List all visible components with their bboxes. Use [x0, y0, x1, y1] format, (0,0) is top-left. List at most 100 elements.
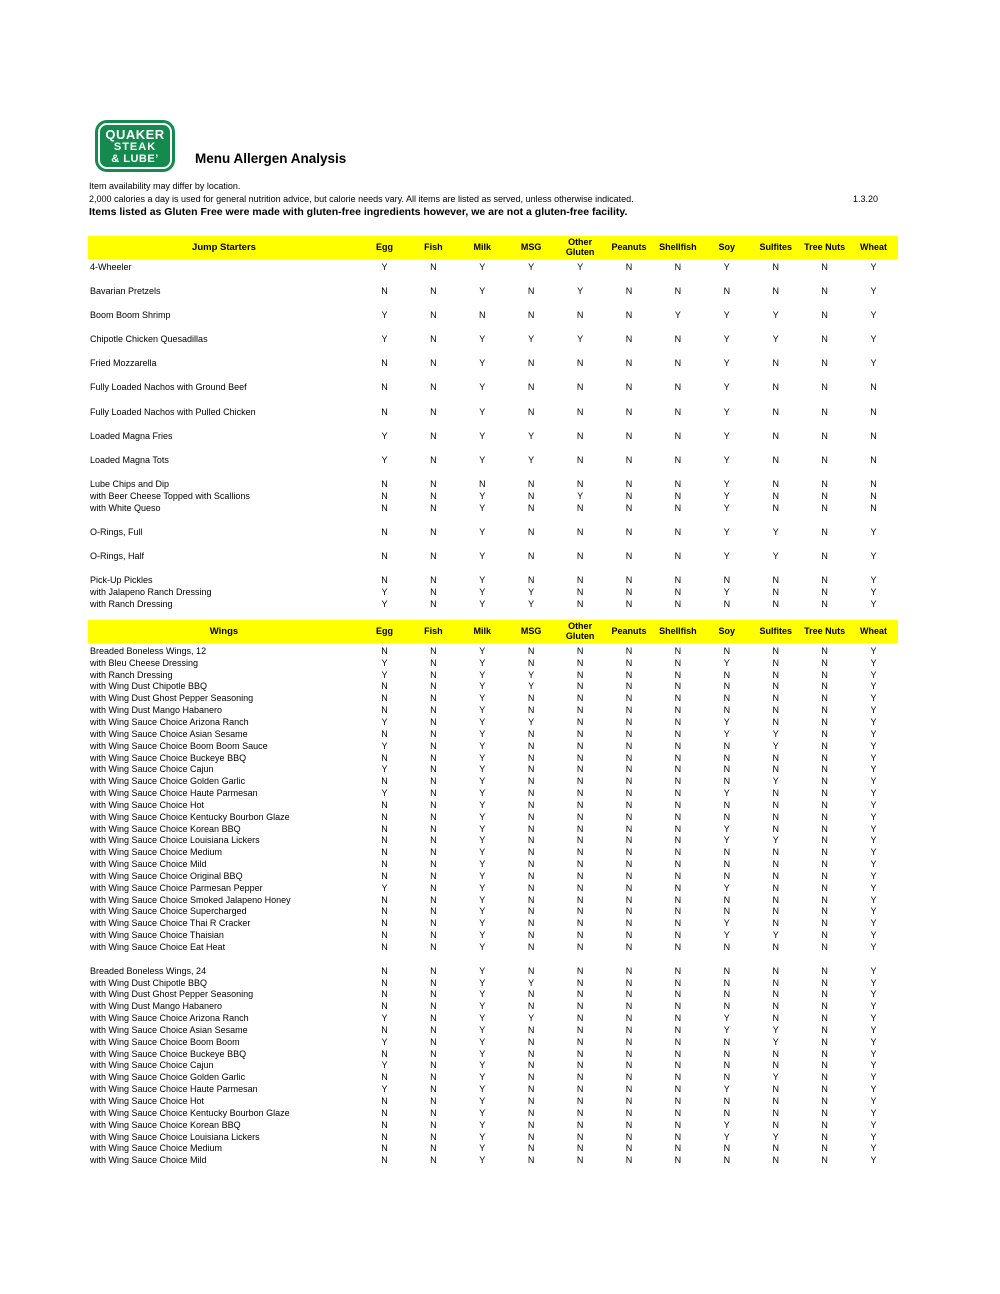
allergen-cell: N	[723, 1036, 731, 1047]
table-row: with Wing Sauce Choice Korean BBQ N N Y N N N N…	[88, 1119, 898, 1131]
allergen-cell: N	[430, 799, 437, 810]
allergen-cell: N	[527, 478, 535, 489]
allergen-cell: N	[821, 906, 828, 917]
allergen-cell: N	[772, 681, 779, 692]
table-row: with Wing Sauce Choice Thaisian N N Y N N N N Y Y…	[88, 929, 898, 941]
allergen-cell: N	[821, 965, 828, 976]
allergen-cell: N	[527, 1048, 535, 1059]
allergen-cell: N	[674, 693, 682, 704]
allergen-cell: N	[625, 716, 633, 727]
allergen-cell: N	[430, 906, 437, 917]
allergen-cell: Y	[479, 490, 486, 501]
allergen-cell: N	[576, 358, 584, 369]
allergen-cell: N	[625, 728, 633, 739]
allergen-cell: N	[821, 870, 828, 881]
allergen-cell: Y	[723, 1084, 730, 1095]
allergen-cell: N	[625, 930, 633, 941]
allergen-cell: Y	[772, 930, 779, 941]
item-name: with Wing Sauce Choice Thai R Cracker	[90, 918, 251, 929]
allergen-cell: Y	[723, 382, 730, 393]
allergen-cell: N	[381, 918, 388, 929]
allergen-cell: Y	[723, 310, 730, 321]
allergen-cell: N	[625, 1024, 633, 1035]
table-row: with Wing Sauce Choice Mild N N Y N N N N N N N Y	[88, 1154, 898, 1166]
allergen-cell: N	[576, 1036, 584, 1047]
allergen-cell: Y	[479, 693, 486, 704]
allergen-cell: Y	[479, 716, 486, 727]
allergen-cell: N	[821, 1095, 828, 1106]
allergen-cell: N	[381, 776, 388, 787]
allergen-cell: N	[821, 645, 828, 656]
allergen-cell: N	[674, 406, 682, 417]
allergen-cell: Y	[381, 657, 388, 668]
allergen-cell: N	[821, 740, 828, 751]
allergen-cell: Y	[870, 764, 877, 775]
allergen-cell: N	[625, 942, 633, 953]
allergen-cell: N	[381, 382, 388, 393]
allergen-cell: N	[674, 705, 682, 716]
column-header: Peanuts	[611, 625, 647, 636]
allergen-cell: N	[625, 430, 633, 441]
allergen-cell: N	[723, 989, 731, 1000]
allergen-cell: Y	[723, 882, 730, 893]
allergen-cell: N	[625, 1119, 633, 1130]
allergen-cell: N	[527, 965, 535, 976]
allergen-cell: N	[527, 870, 535, 881]
table-row: with Wing Sauce Choice Buckeye BBQ N N Y N N N…	[88, 752, 898, 764]
allergen-cell: N	[674, 930, 682, 941]
logo-inner-frame: QUAKER STEAK & LUBE’	[98, 123, 172, 169]
allergen-cell: Y	[577, 286, 584, 297]
allergen-cell: Y	[723, 527, 730, 538]
allergen-cell: N	[674, 835, 682, 846]
allergen-cell: N	[674, 1155, 682, 1166]
allergen-cell: N	[381, 645, 388, 656]
allergen-cell: N	[674, 728, 682, 739]
allergen-cell: Y	[870, 906, 877, 917]
allergen-cell: N	[527, 1072, 535, 1083]
allergen-cell: N	[772, 1155, 779, 1166]
allergen-cell: N	[870, 502, 877, 513]
allergen-cell: Y	[381, 1013, 388, 1024]
table-row: with Wing Sauce Choice Asian Sesame N N Y N N…	[88, 1024, 898, 1036]
item-name: with Wing Sauce Choice Thaisian	[90, 930, 224, 941]
item-name: O-Rings, Half	[90, 551, 145, 562]
allergen-cell: N	[430, 599, 437, 610]
allergen-cell: N	[625, 587, 633, 598]
allergen-cell: N	[625, 681, 633, 692]
table-row: with Wing Dust Ghost Pepper Seasoning N N Y…	[88, 692, 898, 704]
allergen-cell: Y	[723, 788, 730, 799]
allergen-cell: N	[430, 358, 437, 369]
allergen-cell: Y	[870, 799, 877, 810]
allergen-cell: N	[821, 728, 828, 739]
allergen-cell: N	[527, 1155, 535, 1166]
allergen-cell: N	[381, 681, 388, 692]
allergen-cell: N	[576, 551, 584, 562]
table-header-band: Wings Egg Fish Milk MSG Other Gluten Peanuts Sh…	[88, 620, 898, 643]
item-name: with Wing Sauce Choice Eat Heat	[90, 942, 226, 953]
item-name: with Wing Dust Mango Habanero	[90, 1001, 223, 1012]
allergen-cell: N	[430, 587, 437, 598]
allergen-cell: Y	[772, 1036, 779, 1047]
allergen-cell: N	[625, 906, 633, 917]
allergen-cell: N	[723, 645, 731, 656]
allergen-cell: N	[625, 776, 633, 787]
table-row: with Wing Sauce Choice Thai R Cracker N N Y…	[88, 917, 898, 929]
allergen-cell: N	[576, 989, 584, 1000]
allergen-cell: Y	[772, 310, 779, 321]
allergen-cell: Y	[479, 454, 486, 465]
allergen-cell: Y	[381, 262, 388, 273]
allergen-cell: N	[772, 894, 779, 905]
allergen-cell: N	[625, 882, 633, 893]
allergen-cell: N	[821, 551, 828, 562]
allergen-cell: N	[821, 406, 828, 417]
allergen-cell: N	[772, 657, 779, 668]
allergen-cell: N	[821, 811, 828, 822]
allergen-cell: N	[576, 669, 584, 680]
allergen-cell: N	[674, 764, 682, 775]
table-row: Boom Boom Shrimp Y N N N N N Y Y Y N Y	[88, 309, 898, 321]
allergen-cell: N	[527, 286, 535, 297]
allergen-cell: Y	[772, 835, 779, 846]
item-name: with Wing Sauce Choice Parmesan Pepper	[90, 882, 263, 893]
row-spacer	[88, 273, 898, 285]
item-name: with Wing Sauce Choice Golden Garlic	[90, 776, 246, 787]
